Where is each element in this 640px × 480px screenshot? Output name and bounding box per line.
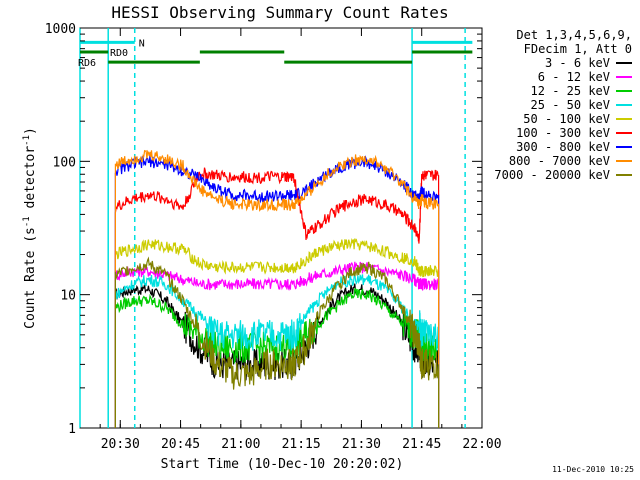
legend-entry: 7000 - 20000 keV <box>482 168 632 182</box>
legend-entry-label: 100 - 300 keV <box>516 126 610 140</box>
legend-entry-label: 12 - 25 keV <box>530 84 610 98</box>
x-axis-label: Start Time (10-Dec-10 20:20:02) <box>161 457 404 472</box>
legend-swatch <box>616 104 632 106</box>
y-tick-label-1: 10 <box>60 289 76 304</box>
series-line-7 <box>114 149 440 428</box>
status-bar-label-rd6: RD6 <box>78 58 96 69</box>
footer-timestamp: 11-Dec-2010 10:25 <box>552 465 634 474</box>
series-line-6 <box>114 155 440 428</box>
x-tick-label-1: 20:45 <box>161 437 200 452</box>
series-line-5 <box>114 167 440 428</box>
legend-swatch <box>616 76 632 78</box>
status-bars: N RD0 RD6 <box>78 38 473 69</box>
legend-swatch <box>616 146 632 148</box>
legend-swatch <box>616 118 632 120</box>
legend-entry-label: 7000 - 20000 keV <box>494 168 610 182</box>
x-tick-label-6: 22:00 <box>462 437 501 452</box>
legend-swatch <box>616 160 632 162</box>
y-tick-label-2: 100 <box>53 155 76 170</box>
legend-entry-label: 25 - 50 keV <box>530 98 610 112</box>
chart-title: HESSI Observing Summary Count Rates <box>111 3 448 22</box>
x-tick-label-5: 21:45 <box>402 437 441 452</box>
x-axis: 20:30 20:45 21:00 21:15 21:30 21:45 22:00 <box>99 28 502 452</box>
status-bar-label-rd0: RD0 <box>110 48 128 59</box>
x-tick-label-4: 21:30 <box>342 437 381 452</box>
legend-entry: 300 - 800 keV <box>482 140 632 154</box>
y-axis-label-end: ) <box>23 127 38 135</box>
legend-swatch <box>616 174 632 176</box>
legend-entry: 6 - 12 keV <box>482 70 632 84</box>
legend-entry: 3 - 6 keV <box>482 56 632 70</box>
status-bar-label-n: N <box>139 38 145 49</box>
legend-entry-label: 50 - 100 keV <box>523 112 610 126</box>
legend-entry-label: 800 - 7000 keV <box>508 154 610 168</box>
legend-entry-label: 300 - 800 keV <box>516 140 610 154</box>
y-axis-label: Count Rate (s-1 detector-1) <box>22 127 38 329</box>
x-tick-label-2: 21:00 <box>221 437 260 452</box>
series-line-4 <box>114 237 440 428</box>
series-line-8 <box>114 256 440 428</box>
y-axis-label-main: Count Rate (s <box>23 227 38 329</box>
plot-area: N RD0 RD6 <box>78 27 483 429</box>
y-axis-label-mid: detector <box>23 146 38 217</box>
legend-entry: 25 - 50 keV <box>482 98 632 112</box>
legend-entry: 12 - 25 keV <box>482 84 632 98</box>
y-tick-label-0: 1 <box>68 422 76 437</box>
legend-swatch <box>616 62 632 64</box>
legend-entry: 800 - 7000 keV <box>482 154 632 168</box>
y-axis-label-sup2: -1 <box>22 135 32 146</box>
series-line-1 <box>114 261 440 428</box>
x-tick-label-0: 20:30 <box>101 437 140 452</box>
legend-entry-label: 3 - 6 keV <box>544 56 610 70</box>
legend-header-line-1: Det 1,3,4,5,6,9, <box>516 28 632 42</box>
legend: Det 1,3,4,5,6,9, FDecim 1, Att 0 3 - 6 k… <box>482 28 632 182</box>
y-axis-label-sup1: -1 <box>22 216 32 227</box>
y-axis: 1 10 100 1000 <box>45 22 482 437</box>
legend-entry-label: 6 - 12 keV <box>537 70 610 84</box>
legend-header-line-2: FDecim 1, Att 0 <box>523 42 632 56</box>
y-tick-label-3: 1000 <box>45 22 76 37</box>
legend-entry: 100 - 300 keV <box>482 126 632 140</box>
legend-swatch <box>616 90 632 92</box>
legend-entries: 3 - 6 keV 6 - 12 keV 12 - 25 keV 25 - 50 ke… <box>482 56 632 182</box>
series-lines <box>114 149 440 428</box>
x-tick-label-3: 21:15 <box>282 437 321 452</box>
legend-entry: 50 - 100 keV <box>482 112 632 126</box>
legend-swatch <box>616 132 632 134</box>
